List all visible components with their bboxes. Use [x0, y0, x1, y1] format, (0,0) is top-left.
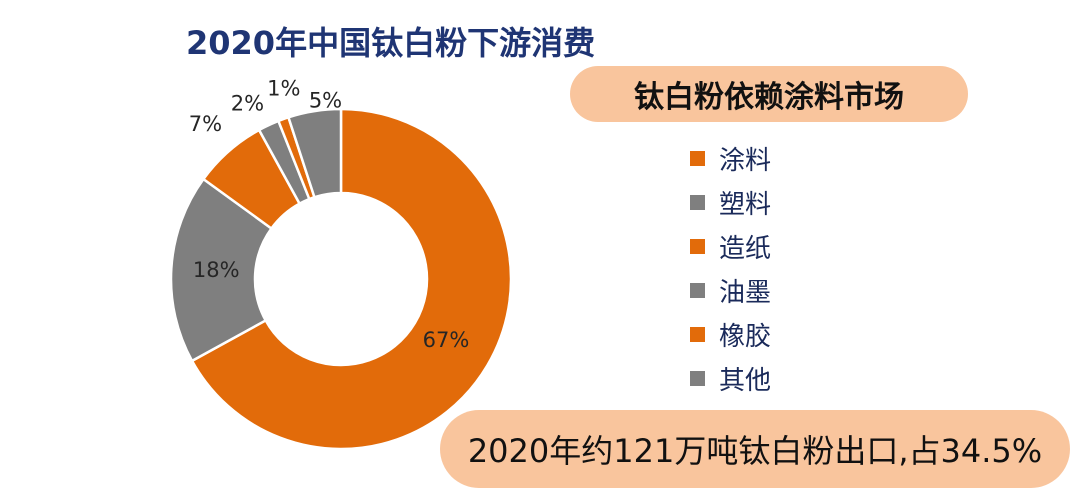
legend-swatch — [690, 238, 705, 254]
chart-legend: 涂料塑料造纸油墨橡胶其他 — [690, 136, 771, 400]
donut-slice-2 — [169, 177, 274, 363]
legend-item: 其他 — [690, 356, 771, 400]
legend-item: 油墨 — [690, 268, 771, 312]
legend-label: 塑料 — [719, 189, 772, 220]
slice-label-5: 1% — [267, 76, 300, 100]
legend-item: 塑料 — [690, 180, 771, 224]
legend-label: 油墨 — [719, 277, 772, 308]
legend-label: 其他 — [719, 365, 772, 396]
legend-swatch — [690, 282, 705, 298]
slice-label-4: 2% — [231, 92, 264, 116]
legend-label: 造纸 — [719, 233, 772, 264]
legend-swatch — [690, 194, 705, 210]
slice-label-3: 7% — [189, 112, 222, 136]
callout-coatings-dependence: 钛白粉依赖涂料市场 — [570, 66, 968, 122]
donut-slice-6 — [286, 107, 343, 199]
legend-swatch — [690, 370, 705, 386]
legend-item: 橡胶 — [690, 312, 771, 356]
legend-swatch — [690, 150, 705, 166]
slice-label-6: 5% — [309, 89, 342, 113]
legend-item: 造纸 — [690, 224, 771, 268]
callout-export-share: 2020年约121万吨钛白粉出口,占34.5% — [440, 410, 1070, 488]
chart-title: 2020年中国钛白粉下游消费 — [186, 24, 596, 62]
legend-label: 涂料 — [719, 145, 772, 176]
slice-label-1: 67% — [423, 328, 470, 352]
donut-chart: 67% 18% 7% 2%1% 5% — [169, 76, 513, 451]
slice-label-2: 18% — [193, 258, 240, 282]
legend-swatch — [690, 326, 705, 342]
legend-label: 橡胶 — [719, 321, 772, 352]
legend-item: 涂料 — [690, 136, 771, 180]
donut-slice-1 — [190, 107, 513, 451]
